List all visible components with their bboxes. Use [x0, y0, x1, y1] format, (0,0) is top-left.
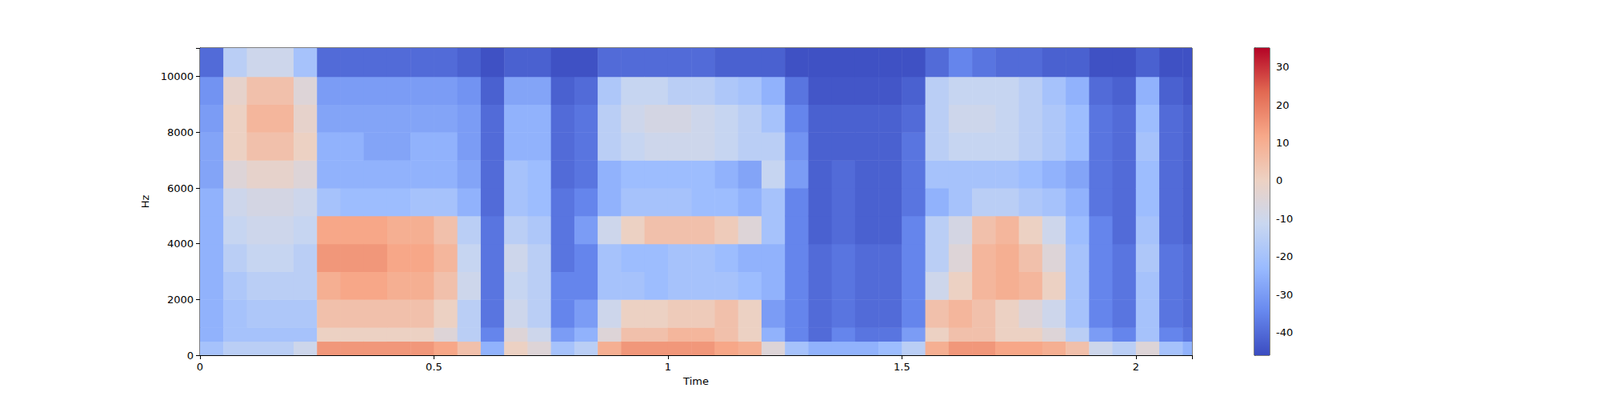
svg-text:0: 0 — [1276, 174, 1283, 187]
svg-text:0: 0 — [187, 349, 194, 362]
svg-text:-40: -40 — [1276, 326, 1293, 339]
svg-text:2000: 2000 — [167, 293, 194, 306]
svg-text:1.5: 1.5 — [893, 360, 911, 373]
svg-text:10: 10 — [1276, 136, 1290, 149]
svg-text:0: 0 — [196, 360, 204, 373]
svg-text:Hz: Hz — [139, 195, 152, 209]
svg-text:-20: -20 — [1276, 250, 1293, 263]
svg-text:6000: 6000 — [167, 182, 194, 195]
svg-text:Time: Time — [682, 375, 709, 388]
svg-text:8000: 8000 — [167, 126, 194, 139]
svg-text:4000: 4000 — [167, 237, 194, 250]
svg-text:-30: -30 — [1276, 288, 1293, 301]
svg-text:0.5: 0.5 — [425, 360, 443, 373]
svg-text:1: 1 — [664, 360, 672, 373]
svg-text:10000: 10000 — [160, 70, 194, 83]
svg-text:20: 20 — [1276, 99, 1290, 112]
svg-text:-10: -10 — [1276, 212, 1293, 225]
svg-text:2: 2 — [1132, 360, 1140, 373]
svg-text:30: 30 — [1276, 60, 1290, 73]
